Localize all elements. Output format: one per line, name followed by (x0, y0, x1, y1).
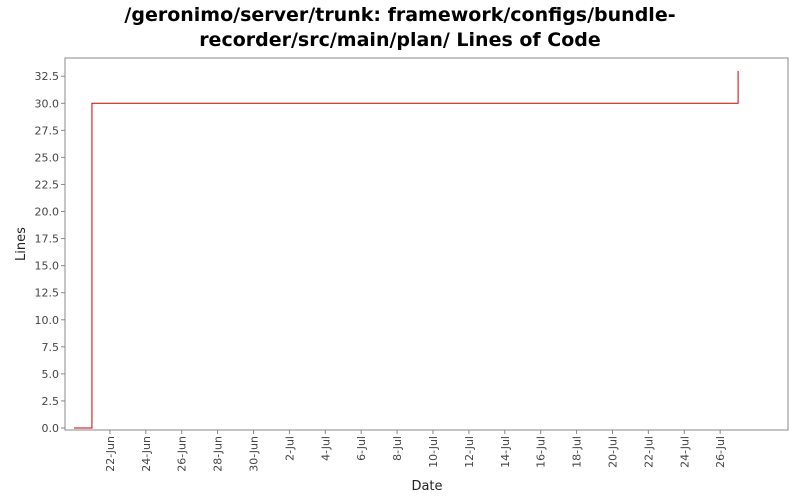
x-tick-label: 26-Jun (176, 436, 189, 472)
plot-area (64, 57, 789, 431)
y-tick-label: 0.0 (42, 422, 60, 435)
chart-title-line-1: /geronimo/server/trunk: framework/config… (124, 4, 676, 26)
y-tick-label: 27.5 (35, 124, 60, 137)
y-tick-label: 2.5 (42, 395, 60, 408)
y-tick-label: 17.5 (35, 233, 60, 246)
series-line (74, 70, 739, 429)
x-tick-label: 4-Jul (319, 436, 332, 461)
y-tick-label: 10.0 (35, 314, 60, 327)
x-tick-label: 22-Jun (104, 436, 117, 472)
x-tick-label: 10-Jul (427, 436, 440, 468)
series-layer (74, 70, 739, 429)
x-tick-label: 16-Jul (535, 436, 548, 468)
x-tick-label: 14-Jul (499, 436, 512, 468)
chart-title-line-2: recorder/src/main/plan/ Lines of Code (199, 29, 601, 51)
y-tick-label: 30.0 (35, 97, 60, 110)
x-tick-label: 26-Jul (714, 436, 727, 468)
x-tick-label: 8-Jul (391, 436, 404, 461)
chart-title: /geronimo/server/trunk: framework/config… (0, 3, 800, 53)
x-tick-label: 12-Jul (463, 436, 476, 468)
x-axis-title: Date (411, 479, 442, 494)
y-tick-label: 20.0 (35, 206, 60, 219)
y-tick-label: 15.0 (35, 260, 60, 273)
y-axis-title: Lines (14, 227, 29, 261)
x-axis-ticks: 22-Jun 24-Jun 26-Jun 28-Jun 30-Jun 2-Jul 4-Jul… (104, 430, 727, 472)
x-tick-label: 24-Jun (140, 436, 153, 472)
x-tick-label: 24-Jul (678, 436, 691, 468)
y-tick-label: 22.5 (35, 178, 60, 191)
y-tick-label: 7.5 (42, 341, 60, 354)
x-tick-label: 20-Jul (606, 436, 619, 468)
y-tick-label: 5.0 (42, 368, 60, 381)
y-tick-label: 32.5 (35, 70, 60, 83)
x-tick-label: 22-Jul (642, 436, 655, 468)
y-axis-ticks: 0.0 2.5 5.0 7.5 10.0 12.5 15.0 17.5 20.0 22.5 25.0… (35, 70, 65, 435)
x-tick-label: 18-Jul (571, 436, 584, 468)
y-tick-label: 12.5 (35, 287, 60, 300)
x-tick-label: 28-Jun (212, 436, 225, 472)
x-tick-label: 30-Jun (247, 436, 260, 472)
x-tick-label: 2-Jul (283, 436, 296, 461)
x-tick-label: 6-Jul (355, 436, 368, 461)
y-tick-label: 25.0 (35, 151, 60, 164)
